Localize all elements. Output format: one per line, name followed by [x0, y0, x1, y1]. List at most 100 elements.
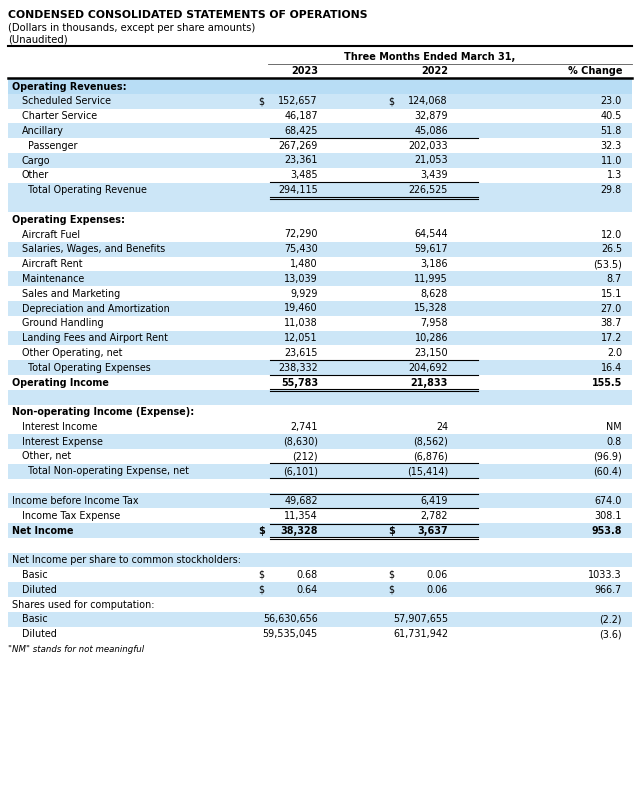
Bar [8, 479, 632, 494]
Bar [8, 138, 632, 153]
Text: (96.9): (96.9) [593, 452, 622, 461]
Text: 674.0: 674.0 [595, 496, 622, 506]
Text: 0.8: 0.8 [607, 437, 622, 447]
Bar [8, 494, 632, 508]
Bar [8, 538, 632, 553]
Text: 2,741: 2,741 [291, 422, 318, 432]
Text: % Change: % Change [568, 66, 622, 76]
Text: 0.06: 0.06 [427, 570, 448, 580]
Text: 6,419: 6,419 [420, 496, 448, 506]
Text: Total Operating Expenses: Total Operating Expenses [22, 363, 151, 373]
Text: 49,682: 49,682 [285, 496, 318, 506]
Text: 59,535,045: 59,535,045 [263, 629, 318, 639]
Text: 21,053: 21,053 [414, 156, 448, 165]
Text: $: $ [388, 585, 394, 595]
Bar [8, 464, 632, 479]
Text: Other Operating, net: Other Operating, net [22, 348, 122, 358]
Text: 40.5: 40.5 [600, 111, 622, 121]
Text: 12,051: 12,051 [284, 333, 318, 343]
Text: Ground Handling: Ground Handling [22, 318, 104, 328]
Text: 11,038: 11,038 [284, 318, 318, 328]
Text: 15.1: 15.1 [600, 289, 622, 299]
Text: 0.64: 0.64 [297, 585, 318, 595]
Text: 10,286: 10,286 [415, 333, 448, 343]
Bar [8, 582, 632, 597]
Text: 953.8: 953.8 [591, 525, 622, 536]
Text: Operating Revenues:: Operating Revenues: [12, 81, 127, 92]
Text: Diluted: Diluted [22, 629, 57, 639]
Text: 8.7: 8.7 [607, 274, 622, 284]
Text: 24: 24 [436, 422, 448, 432]
Text: 3,637: 3,637 [417, 525, 448, 536]
Text: Charter Service: Charter Service [22, 111, 97, 121]
Text: 1,480: 1,480 [291, 259, 318, 269]
Text: 1033.3: 1033.3 [588, 570, 622, 580]
Text: 3,485: 3,485 [291, 170, 318, 180]
Text: Aircraft Fuel: Aircraft Fuel [22, 229, 80, 240]
Bar [8, 597, 632, 611]
Text: 38,328: 38,328 [280, 525, 318, 536]
Text: 204,692: 204,692 [408, 363, 448, 373]
Bar [8, 227, 632, 242]
Text: 3,439: 3,439 [420, 170, 448, 180]
Text: (212): (212) [292, 452, 318, 461]
Text: 3,186: 3,186 [420, 259, 448, 269]
Text: 61,731,942: 61,731,942 [393, 629, 448, 639]
Text: 75,430: 75,430 [284, 244, 318, 254]
Bar [8, 553, 632, 567]
Text: 23,615: 23,615 [285, 348, 318, 358]
Text: Operating Income: Operating Income [12, 377, 109, 388]
Bar [8, 183, 632, 198]
Text: 11.0: 11.0 [600, 156, 622, 165]
Text: Sales and Marketing: Sales and Marketing [22, 289, 120, 299]
Bar [8, 375, 632, 390]
Text: 68,425: 68,425 [285, 126, 318, 136]
Bar [8, 123, 632, 138]
Text: Non-operating Income (Expense):: Non-operating Income (Expense): [12, 407, 195, 417]
Text: 15,328: 15,328 [414, 304, 448, 313]
Text: 16.4: 16.4 [601, 363, 622, 373]
Text: NM: NM [606, 422, 622, 432]
Bar [8, 316, 632, 331]
Text: (60.4): (60.4) [593, 467, 622, 476]
Text: 21,833: 21,833 [411, 377, 448, 388]
Text: 2023: 2023 [291, 66, 318, 76]
Bar [8, 390, 632, 405]
Text: Other, net: Other, net [22, 452, 71, 461]
Text: (2.2): (2.2) [600, 615, 622, 624]
Text: (8,562): (8,562) [413, 437, 448, 447]
Text: 238,332: 238,332 [278, 363, 318, 373]
Bar [8, 419, 632, 434]
Text: Net Income per share to common stockholders:: Net Income per share to common stockhold… [12, 555, 241, 565]
Text: Income before Income Tax: Income before Income Tax [12, 496, 139, 506]
Text: 23,150: 23,150 [414, 348, 448, 358]
Text: Diluted: Diluted [22, 585, 57, 595]
Text: 13,039: 13,039 [284, 274, 318, 284]
Text: 7,958: 7,958 [420, 318, 448, 328]
Text: (8,630): (8,630) [283, 437, 318, 447]
Text: Three Months Ended March 31,: Three Months Ended March 31, [344, 52, 516, 62]
Text: Maintenance: Maintenance [22, 274, 84, 284]
Text: 32,879: 32,879 [414, 111, 448, 121]
Bar [8, 153, 632, 168]
Text: 9,929: 9,929 [291, 289, 318, 299]
Bar [8, 108, 632, 123]
Bar [8, 168, 632, 183]
Text: 59,617: 59,617 [414, 244, 448, 254]
Text: 26.5: 26.5 [601, 244, 622, 254]
Text: $: $ [258, 585, 264, 595]
Text: 2.0: 2.0 [607, 348, 622, 358]
Text: 32.3: 32.3 [601, 141, 622, 151]
Bar [8, 94, 632, 108]
Bar [8, 360, 632, 375]
Text: 29.8: 29.8 [601, 185, 622, 195]
Bar [8, 567, 632, 582]
Text: 0.68: 0.68 [297, 570, 318, 580]
Text: "NM" stands for not meaningful: "NM" stands for not meaningful [8, 645, 144, 654]
Text: $: $ [258, 570, 264, 580]
Text: (53.5): (53.5) [593, 259, 622, 269]
Text: 966.7: 966.7 [595, 585, 622, 595]
Text: Ancillary: Ancillary [22, 126, 64, 136]
Text: 226,525: 226,525 [408, 185, 448, 195]
Bar [8, 198, 632, 212]
